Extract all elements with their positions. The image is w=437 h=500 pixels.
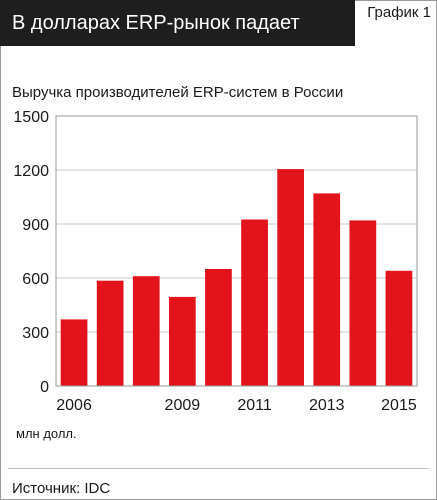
x-tick-label: 2015 — [381, 397, 417, 414]
y-tick-label: 900 — [22, 217, 49, 234]
x-tick-label: 2006 — [56, 397, 92, 414]
bar-2010 — [205, 269, 232, 386]
bars — [60, 169, 413, 386]
y-tick-label: 1500 — [13, 109, 49, 126]
x-tick-label: 2011 — [237, 397, 272, 414]
bar-2007 — [96, 280, 124, 386]
graph-number-label: График 1 — [367, 4, 431, 21]
plot-area-border — [55, 115, 418, 387]
y-tick-label: 0 — [40, 379, 49, 396]
y-tick-label: 600 — [22, 271, 49, 288]
x-tick-label: 2009 — [165, 397, 201, 414]
x-axis-ticks: 2006 2009 2011 2013 2015 — [56, 397, 417, 414]
x-tick-label: 2013 — [309, 397, 345, 414]
y-axis-ticks: 0 300 600 900 1200 1500 — [13, 109, 49, 396]
source-note: Источник: IDC — [12, 480, 111, 497]
header: В долларах ERP-рынок падает График 1 — [0, 0, 437, 46]
bar-2009 — [168, 296, 196, 386]
unit-label: млн долл. — [16, 426, 77, 441]
bar-2011 — [241, 219, 268, 386]
bar-2012 — [277, 169, 305, 386]
page-title: В долларах ERP-рынок падает — [0, 0, 355, 46]
bar-2015 — [385, 270, 413, 386]
y-tick-label: 300 — [22, 325, 49, 342]
bar-2013 — [313, 193, 341, 386]
bar-2006 — [60, 319, 88, 386]
bar-2014 — [349, 220, 377, 386]
divider — [8, 468, 429, 469]
bar-2008 — [132, 276, 160, 386]
y-tick-label: 1200 — [13, 163, 49, 180]
chart-title: Выручка производителей ERP-систем в Росс… — [12, 84, 344, 101]
